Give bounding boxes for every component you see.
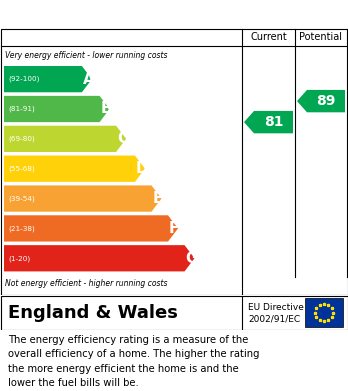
Text: (1-20): (1-20) — [8, 255, 30, 262]
Text: Current: Current — [250, 32, 287, 42]
Text: (81-91): (81-91) — [8, 106, 35, 112]
Text: G: G — [185, 251, 198, 266]
Text: B: B — [101, 102, 112, 117]
Text: Very energy efficient - lower running costs: Very energy efficient - lower running co… — [5, 52, 167, 61]
Polygon shape — [4, 126, 126, 152]
Bar — [305, 298, 343, 327]
Text: Energy Efficiency Rating: Energy Efficiency Rating — [8, 7, 218, 22]
Polygon shape — [4, 215, 178, 242]
Polygon shape — [4, 156, 145, 182]
Polygon shape — [4, 185, 161, 212]
Text: D: D — [136, 161, 149, 176]
Polygon shape — [244, 111, 293, 133]
Text: (92-100): (92-100) — [8, 76, 39, 83]
Text: Potential: Potential — [300, 32, 342, 42]
Text: 2002/91/EC: 2002/91/EC — [248, 314, 300, 323]
Polygon shape — [297, 90, 345, 112]
Polygon shape — [4, 245, 195, 271]
Text: (55-68): (55-68) — [8, 165, 35, 172]
Polygon shape — [4, 66, 92, 92]
Text: England & Wales: England & Wales — [8, 303, 178, 321]
Text: F: F — [169, 221, 180, 236]
Polygon shape — [4, 96, 110, 122]
Text: (69-80): (69-80) — [8, 136, 35, 142]
Text: (39-54): (39-54) — [8, 196, 35, 202]
Text: The energy efficiency rating is a measure of the
overall efficiency of a home. T: The energy efficiency rating is a measur… — [8, 335, 260, 388]
Text: A: A — [83, 72, 95, 87]
Text: EU Directive: EU Directive — [248, 303, 304, 312]
Text: (21-38): (21-38) — [8, 225, 35, 232]
Text: 81: 81 — [264, 115, 283, 129]
Text: C: C — [117, 131, 128, 146]
Text: E: E — [152, 191, 163, 206]
Text: Not energy efficient - higher running costs: Not energy efficient - higher running co… — [5, 278, 167, 287]
Text: 89: 89 — [316, 94, 336, 108]
